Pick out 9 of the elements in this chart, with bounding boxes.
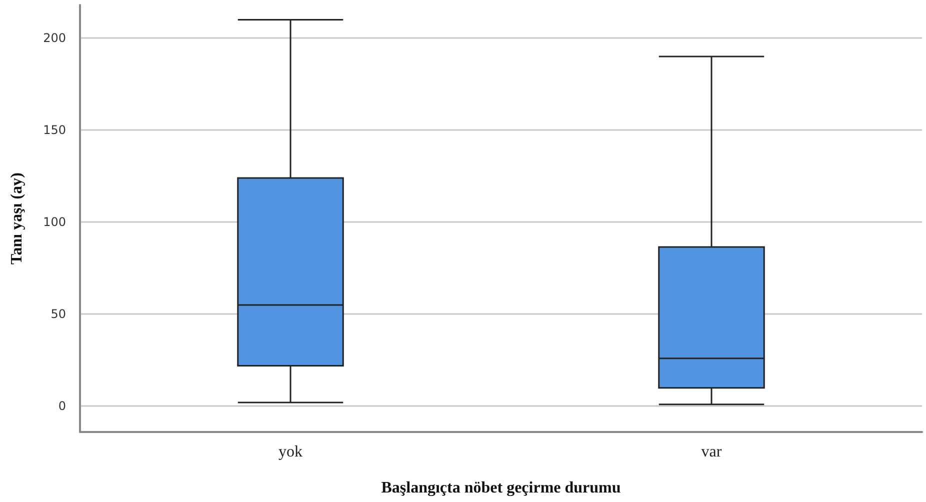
x-tick-label: yok bbox=[278, 444, 302, 460]
x-tick-label: var bbox=[701, 444, 722, 460]
y-tick-label: 50 bbox=[50, 307, 66, 322]
y-tick-label: 100 bbox=[43, 215, 66, 230]
x-axis-title: Başlangıçta nöbet geçirme durumu bbox=[381, 480, 621, 496]
y-tick-label: 150 bbox=[43, 123, 66, 138]
y-axis-title: Tanı yaşı (ay) bbox=[8, 172, 26, 264]
y-tick-label: 200 bbox=[43, 31, 66, 46]
y-tick-label: 0 bbox=[58, 399, 66, 414]
